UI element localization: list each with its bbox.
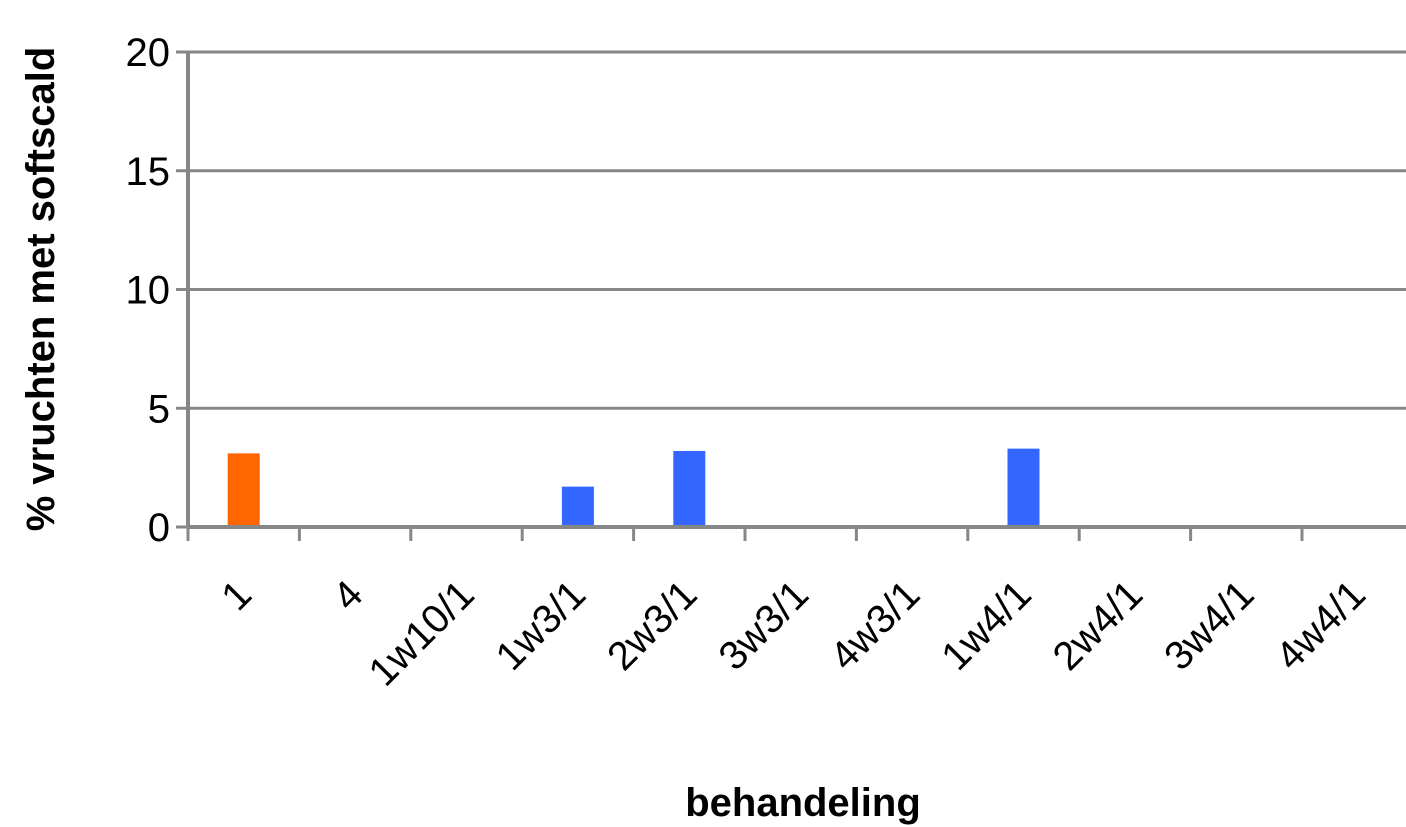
axes — [176, 50, 1406, 541]
y-tick-label: 0 — [148, 506, 170, 550]
x-tick-label: 3w3/1 — [710, 572, 817, 679]
x-tick-label: 1w4/1 — [933, 572, 1040, 679]
y-tick-labels: 0 5 10 15 20 — [126, 31, 171, 550]
x-tick-label: 1w3/1 — [488, 572, 595, 679]
y-axis-title: % vruchten met softscald — [19, 47, 63, 532]
x-tick-label: 4w3/1 — [822, 572, 929, 679]
x-tick-label: 1 — [213, 572, 260, 619]
x-tick-label: 1w10/1 — [361, 572, 483, 694]
x-tick-label: 4w4/1 — [1267, 572, 1374, 679]
x-tick-label: 2w4/1 — [1045, 572, 1152, 679]
bar-1w4/1 — [1007, 448, 1040, 527]
x-tick-label: 4 — [325, 572, 372, 619]
bar-1w3/1 — [561, 486, 594, 527]
y-tick-label: 20 — [126, 31, 171, 75]
bar-1 — [227, 453, 260, 527]
y-tick-label: 5 — [148, 387, 170, 431]
gridlines — [188, 50, 1406, 410]
y-tick-label: 15 — [126, 150, 171, 194]
bars — [227, 448, 1040, 527]
x-axis-title: behandeling — [685, 781, 921, 825]
bar-2w3/1 — [673, 451, 706, 527]
x-tick-label: 3w4/1 — [1156, 572, 1263, 679]
y-tick-label: 10 — [126, 269, 171, 313]
x-tick-label: 2w3/1 — [599, 572, 706, 679]
